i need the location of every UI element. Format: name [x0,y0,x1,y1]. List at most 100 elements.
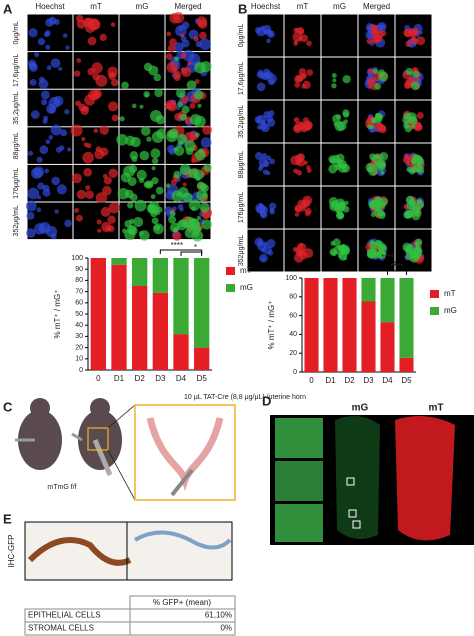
cell [179,113,187,121]
y-tick-label: 0 [293,369,297,376]
table-cell: EPITHELIAL CELLS [28,611,101,620]
cell [194,61,206,74]
legend-swatch [226,284,235,292]
cell [410,37,418,45]
cell [330,240,336,246]
cell [105,225,112,232]
panel-label: B [238,1,247,16]
cell [151,177,159,185]
table-cell: 0% [220,624,232,633]
cell [29,79,37,86]
cell [267,110,275,117]
bar-segment [361,301,376,372]
cell [411,250,422,261]
cell [266,170,271,176]
cell [99,33,107,42]
cell [196,189,208,202]
cell [50,233,57,240]
column-header: mG [136,2,149,11]
cell [174,113,182,121]
cell [172,231,182,241]
cell [337,159,347,169]
cell [181,67,192,78]
y-axis-label: % mT⁺ / mG⁺ [267,301,276,350]
legend-swatch [430,290,439,298]
cell [36,156,43,163]
table [24,595,236,636]
cell [176,134,188,145]
cell [405,246,411,253]
cell [332,78,337,83]
row-label: 17,6μg/mL [13,54,20,87]
bar-segment [399,278,414,358]
bar-segment [380,278,395,323]
cell [167,44,176,53]
cell [34,52,40,58]
cell [197,103,202,108]
cell [334,121,345,132]
cell [201,184,209,193]
cell [65,45,70,50]
cell [42,188,51,197]
cell [416,112,424,120]
cell [266,155,272,161]
cell [374,197,381,204]
cell [294,82,301,88]
bar-segment [132,286,148,370]
cell [186,80,197,90]
cell [296,250,303,257]
y-tick-label: 60 [289,312,297,319]
cell [76,189,87,200]
cell [173,42,184,53]
cell [70,124,83,137]
row-label: 35,2μg/mL [13,91,20,124]
cell [269,158,275,165]
cell [405,254,412,260]
cell [28,28,38,38]
cell [169,222,180,233]
cell [39,145,49,155]
cell [369,203,374,208]
x-tick-label: D3 [155,374,166,383]
column-header: Merged [363,2,390,11]
cell [191,230,204,242]
histology-image [24,521,233,581]
cell [254,237,264,247]
cell [338,245,345,252]
cell [332,114,341,123]
y-tick-label: 0 [79,367,83,374]
cell [139,150,150,161]
cell [403,211,411,219]
cell [164,103,172,110]
significance: **** [381,253,393,262]
cell [94,149,105,160]
cell [136,169,147,181]
cell [89,18,101,30]
cell [415,77,420,82]
cell [378,162,384,168]
cell [71,173,83,184]
cell [50,58,61,68]
cell [193,90,204,100]
significance-bracket [368,261,407,266]
cell [34,223,46,235]
column-header: mT [297,2,309,11]
bar-segment [304,278,319,372]
cell [83,168,92,177]
cell [31,167,43,179]
row-label: 35,2μg/mL [238,105,245,138]
cell [294,153,304,163]
y-tick-label: 70 [75,288,83,295]
cell [169,12,181,24]
cell [194,78,200,85]
channel-label: mT [429,403,444,414]
cell [261,153,268,159]
cell [331,83,337,89]
micrograph [119,14,165,52]
cell [379,152,389,161]
cell [81,137,86,142]
cell [184,140,196,152]
cell [366,124,372,130]
cell [417,157,425,165]
cell [149,109,162,122]
